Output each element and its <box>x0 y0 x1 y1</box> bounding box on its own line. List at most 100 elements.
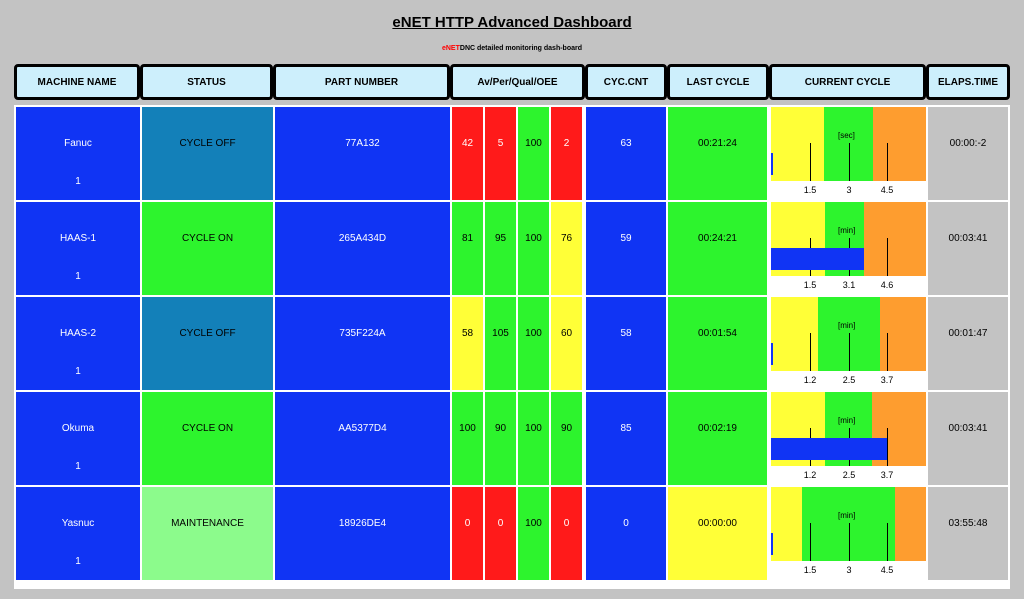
status-text: CYCLE ON <box>181 233 234 244</box>
gauge-progress-bar <box>771 343 773 365</box>
cycle-count-cell: 58 <box>586 297 666 390</box>
current-cycle-gauge: [min] 1.5 3 4.5 <box>771 487 926 580</box>
oee-value: 5 <box>497 138 504 149</box>
oee-cell: 90 <box>551 392 582 485</box>
last-cycle-cell: 00:21:24 <box>668 107 767 200</box>
status-text: CYCLE OFF <box>179 328 236 339</box>
gauge-tick-label: 3 <box>846 565 852 575</box>
cycle-count: 58 <box>620 328 632 339</box>
gauge-progress-bar <box>771 533 773 555</box>
machine-name-cell[interactable]: Fanuc 1 <box>16 107 140 200</box>
gauge-tick <box>810 333 811 371</box>
last-cycle: 00:01:54 <box>698 328 737 339</box>
machine-name-cell[interactable]: HAAS-1 1 <box>16 202 140 295</box>
gauge-tick-label: 1.2 <box>803 470 817 480</box>
part-number-cell: AA5377D4 <box>275 392 450 485</box>
machine-name: Yasnuc <box>61 518 95 529</box>
elapsed-time: 03:55:48 <box>948 518 988 529</box>
machine-name-cell[interactable]: Yasnuc 1 <box>16 487 140 580</box>
gauge-tick-label: 1.2 <box>803 375 817 385</box>
oee-cell: 76 <box>551 202 582 295</box>
oee-value: 58 <box>461 328 474 339</box>
machine-id: 1 <box>75 271 81 282</box>
quality-cell: 100 <box>518 107 549 200</box>
header-cycle-count: CYC.CNT <box>585 64 667 100</box>
last-cycle: 00:00:00 <box>698 518 737 529</box>
gauge-orange-zone <box>864 202 926 276</box>
gauge-unit: [min] <box>838 321 856 330</box>
gauge-tick-label: 1.5 <box>803 185 817 195</box>
machine-name-cell[interactable]: HAAS-2 1 <box>16 297 140 390</box>
elapsed-time: 00:03:41 <box>948 233 988 244</box>
oee-value: 76 <box>560 233 573 244</box>
cycle-count: 0 <box>623 518 629 529</box>
gauge-tick <box>887 143 888 181</box>
machine-id: 1 <box>75 176 81 187</box>
performance-cell: 90 <box>485 392 516 485</box>
oee-value: 100 <box>525 138 542 149</box>
gauge-tick-label: 4.5 <box>880 565 894 575</box>
status-cell[interactable]: CYCLE OFF <box>142 107 273 200</box>
last-cycle-cell: 00:00:00 <box>668 487 767 580</box>
availability-cell: 81 <box>452 202 483 295</box>
cycle-count: 85 <box>620 423 632 434</box>
quality-cell: 100 <box>518 487 549 580</box>
oee-value: 2 <box>563 138 570 149</box>
gauge-progress-bar <box>771 438 887 460</box>
header-status: STATUS <box>140 64 273 100</box>
oee-value: 0 <box>464 518 471 529</box>
dashboard-title: eNET HTTP Advanced Dashboard <box>392 14 632 31</box>
cycle-count-cell: 0 <box>586 487 666 580</box>
status-cell[interactable]: CYCLE OFF <box>142 297 273 390</box>
gauge-tick-label: 2.5 <box>842 470 856 480</box>
status-cell[interactable]: CYCLE ON <box>142 202 273 295</box>
quality-cell: 100 <box>518 202 549 295</box>
machine-id: 1 <box>75 461 81 472</box>
gauge-tick <box>849 523 850 561</box>
status-cell[interactable]: MAINTENANCE <box>142 487 273 580</box>
oee-value: 0 <box>497 518 504 529</box>
status-text: CYCLE ON <box>181 423 234 434</box>
part-number: 265A434D <box>338 233 387 244</box>
gauge-tick <box>849 333 850 371</box>
header-last-cycle: LAST CYCLE <box>667 64 769 100</box>
part-number: 18926DE4 <box>338 518 387 529</box>
gauge-orange-zone <box>873 107 926 181</box>
quality-cell: 100 <box>518 297 549 390</box>
performance-cell: 105 <box>485 297 516 390</box>
last-cycle: 00:24:21 <box>698 233 737 244</box>
oee-value: 95 <box>494 233 507 244</box>
current-cycle-gauge: [min] 1.2 2.5 3.7 <box>771 392 926 485</box>
cycle-count-cell: 85 <box>586 392 666 485</box>
oee-value: 100 <box>525 233 542 244</box>
last-cycle-cell: 00:01:54 <box>668 297 767 390</box>
gauge-tick-label: 1.5 <box>803 565 817 575</box>
last-cycle: 00:02:19 <box>698 423 737 434</box>
elapsed-time-cell: 00:03:41 <box>928 202 1008 295</box>
gauge-tick <box>810 523 811 561</box>
last-cycle: 00:21:24 <box>698 138 737 149</box>
subtitle-text: DNC detailed monitoring dash-board <box>459 45 583 52</box>
machine-name: HAAS-2 <box>59 328 97 339</box>
elapsed-time: 00:01:47 <box>948 328 988 339</box>
gauge-tick-label: 1.5 <box>803 280 817 290</box>
header-machine-name: MACHINE NAME <box>14 64 140 100</box>
performance-cell: 95 <box>485 202 516 295</box>
gauge-unit: [min] <box>838 511 856 520</box>
machine-name-cell[interactable]: Okuma 1 <box>16 392 140 485</box>
brand-text: eNET <box>441 45 460 52</box>
status-cell[interactable]: CYCLE ON <box>142 392 273 485</box>
machine-name: Fanuc <box>64 138 92 149</box>
machine-name: Okuma <box>61 423 95 434</box>
part-number: 735F224A <box>339 328 386 339</box>
last-cycle-cell: 00:24:21 <box>668 202 767 295</box>
oee-value: 100 <box>525 423 542 434</box>
elapsed-time-cell: 00:01:47 <box>928 297 1008 390</box>
current-cycle-gauge: [min] 1.2 2.5 3.7 <box>771 297 926 390</box>
gauge-yellow-zone <box>771 487 802 561</box>
gauge-tick-label: 3 <box>846 185 852 195</box>
gauge-unit: [sec] <box>838 131 855 140</box>
gauge-yellow-zone <box>771 107 824 181</box>
gauge-tick <box>887 238 888 276</box>
gauge-tick-label: 2.5 <box>842 375 856 385</box>
